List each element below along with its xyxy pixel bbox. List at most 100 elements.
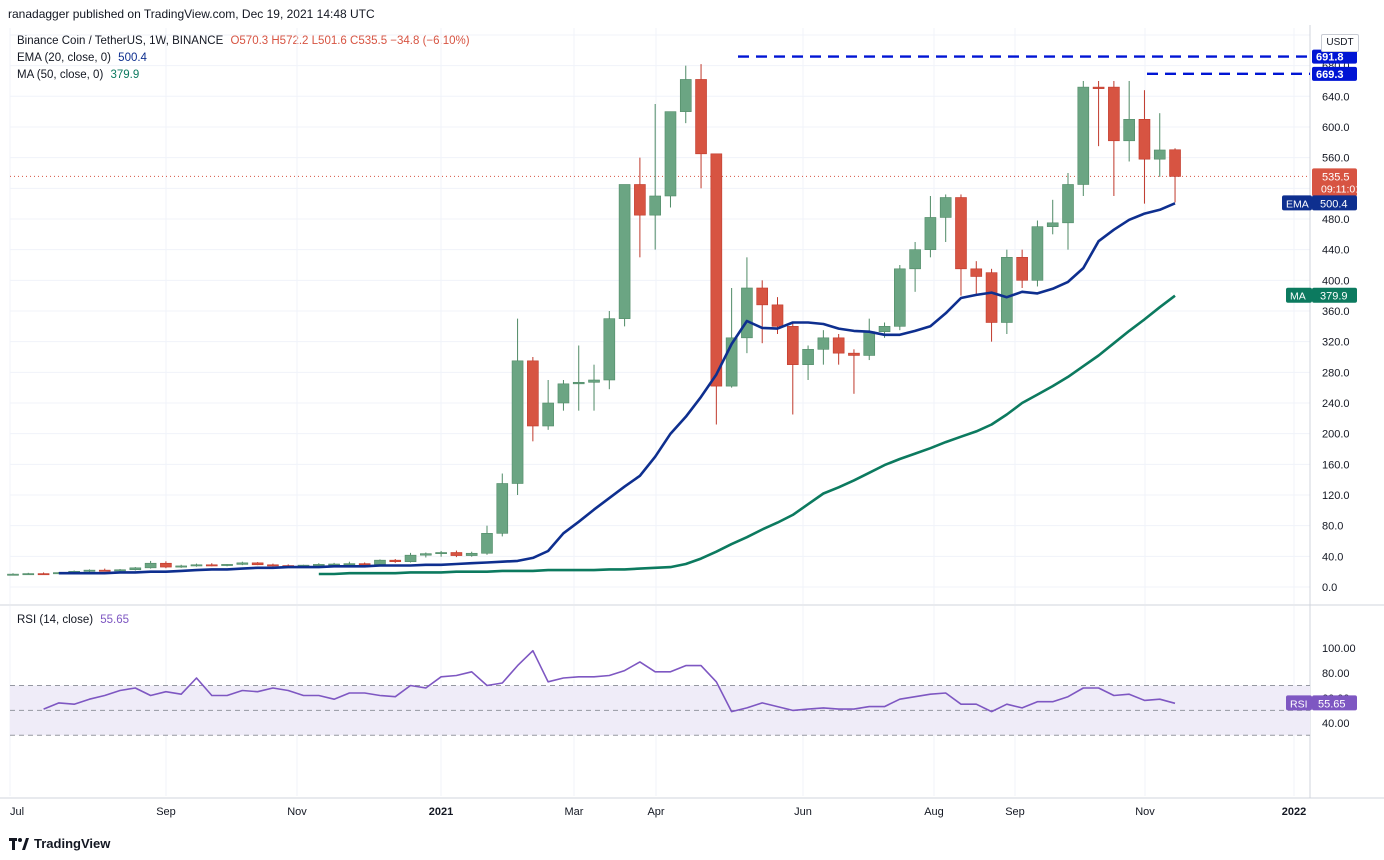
last-price-text: 535.5	[1322, 171, 1350, 183]
candle-body	[374, 559, 386, 565]
ma-legend-label: MA (50, close, 0)	[17, 69, 104, 81]
candle-body	[205, 564, 218, 567]
price-tick-label: 120.0	[1322, 490, 1350, 502]
candle	[527, 356, 539, 442]
candle	[786, 322, 799, 415]
time-tick-label: Jun	[794, 806, 812, 818]
candle-body	[496, 483, 509, 534]
ma-tag-name-bg	[1286, 287, 1312, 303]
price-tick-label: 240.0	[1322, 398, 1350, 410]
candle-body	[22, 573, 35, 576]
time-tick-label: Jul	[10, 806, 24, 818]
ema-tag: EMA 500.4	[1282, 195, 1357, 211]
candle-body	[710, 153, 723, 387]
candle	[1153, 113, 1166, 177]
resistance-2-label: 669.3	[1312, 66, 1357, 81]
candle	[1108, 80, 1120, 196]
candle	[832, 333, 845, 365]
candle	[664, 111, 677, 208]
last-price-tag: 535.509:11:01	[1312, 168, 1361, 197]
candle	[37, 572, 50, 576]
candle-body	[894, 268, 906, 327]
candle-body	[848, 352, 860, 356]
symbol-legend: Binance Coin / TetherUS, 1W, BINANCE O57…	[17, 35, 470, 47]
time-tick-label: 2021	[429, 806, 453, 818]
price-tick-label: 0.0	[1322, 582, 1337, 594]
time-tick-label: Nov	[287, 806, 307, 818]
price-unit[interactable]: USDT	[1321, 34, 1359, 52]
candle	[909, 241, 921, 292]
candle-body	[450, 552, 463, 556]
price-tick-label: 600.0	[1322, 122, 1350, 134]
candle	[420, 552, 432, 558]
candle-body	[1153, 149, 1166, 160]
candle	[1031, 220, 1044, 287]
resistance-1-label-bg	[1312, 49, 1357, 64]
time-axis: Jul Sep Nov 2021 Mar Apr Jun Aug Sep Nov 2022	[10, 806, 1306, 818]
candle-body	[955, 197, 967, 270]
candle-body	[572, 381, 585, 385]
time-tick-label: Mar	[565, 806, 584, 818]
candle	[251, 562, 264, 566]
candle	[894, 264, 906, 331]
time-tick-label: Nov	[1135, 806, 1155, 818]
candle-body	[1001, 257, 1013, 323]
candle-body	[1092, 86, 1105, 89]
candle-body	[420, 553, 432, 556]
resistance-1-label-text: 691.8	[1316, 52, 1344, 64]
candle-body	[679, 79, 692, 112]
ema-legend-value: 500.4	[118, 52, 147, 64]
candle-body	[939, 197, 952, 218]
candle-body	[985, 272, 998, 323]
price-tick-label: 40.0	[1322, 551, 1343, 563]
candle-body	[924, 217, 937, 250]
candle-body	[190, 564, 203, 567]
time-tick-label: Sep	[156, 806, 176, 818]
ema20-line	[58, 202, 1176, 575]
price-tick-label: 360.0	[1322, 306, 1350, 318]
candle	[1046, 199, 1059, 235]
candle	[175, 564, 187, 568]
ema-tag-value: 500.4	[1320, 198, 1348, 210]
countdown-text: 09:11:01	[1321, 183, 1361, 195]
candle	[98, 568, 111, 572]
candle	[450, 550, 463, 558]
rsi-tag-name: RSI	[1290, 698, 1308, 710]
candle	[618, 184, 631, 327]
candle	[221, 563, 233, 567]
candle	[1123, 80, 1135, 162]
resistance-1-label: 691.8	[1312, 49, 1357, 64]
rsi-legend: RSI (14, close) 55.65	[17, 614, 129, 626]
time-tick-label: Aug	[924, 806, 944, 818]
candle	[358, 562, 371, 566]
ma-tag: MA 379.9	[1286, 287, 1357, 303]
ema-legend: EMA (20, close, 0) 500.4	[17, 52, 147, 64]
candle	[1169, 148, 1181, 203]
candle-body	[435, 552, 447, 554]
candle	[1092, 80, 1105, 147]
ma-tag-value-bg	[1312, 287, 1357, 303]
candle-body	[1077, 86, 1090, 185]
candle-body	[863, 331, 876, 356]
rsi-tag: RSI 55.65	[1286, 695, 1357, 711]
candle	[22, 572, 35, 576]
candle-body	[37, 573, 50, 576]
candle	[83, 569, 96, 573]
ema-tag-name: EMA	[1286, 198, 1309, 210]
candle-body	[221, 564, 233, 566]
candle-body	[312, 564, 325, 566]
candle-body	[618, 184, 631, 319]
candle	[496, 473, 509, 537]
candle	[511, 318, 524, 495]
candle-body	[786, 326, 799, 365]
candle	[572, 345, 585, 411]
candle	[343, 561, 356, 566]
candle-body	[144, 562, 157, 569]
price-tick-label: 320.0	[1322, 337, 1350, 349]
candle-body	[542, 402, 554, 427]
price-tick-label: 480.0	[1322, 214, 1350, 226]
candle-body	[83, 569, 96, 572]
candle-body	[741, 287, 753, 339]
